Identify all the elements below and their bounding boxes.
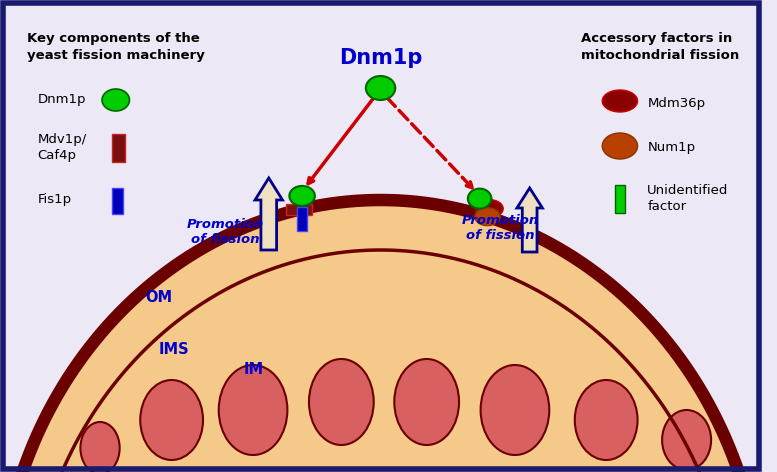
- Bar: [287, 204, 312, 215]
- Bar: [297, 207, 307, 231]
- Ellipse shape: [141, 380, 203, 460]
- Text: Dnm1p: Dnm1p: [339, 48, 422, 68]
- Text: Dnm1p: Dnm1p: [37, 93, 85, 107]
- Bar: [112, 134, 124, 162]
- Text: Fis1p: Fis1p: [37, 194, 71, 207]
- Ellipse shape: [481, 365, 549, 455]
- Bar: [112, 188, 123, 214]
- FancyArrow shape: [517, 188, 542, 252]
- Text: IM: IM: [243, 362, 263, 378]
- Ellipse shape: [102, 89, 130, 111]
- Ellipse shape: [309, 359, 374, 445]
- Text: Promotion
of fission: Promotion of fission: [462, 214, 539, 242]
- Text: OM: OM: [145, 290, 172, 305]
- Bar: [477, 197, 485, 219]
- Ellipse shape: [475, 208, 500, 226]
- Ellipse shape: [575, 380, 638, 460]
- Text: IMS: IMS: [159, 343, 190, 357]
- Ellipse shape: [602, 133, 638, 159]
- Ellipse shape: [476, 200, 503, 218]
- Ellipse shape: [219, 365, 287, 455]
- Text: Mdv1p/
Caf4p: Mdv1p/ Caf4p: [37, 134, 86, 162]
- Ellipse shape: [289, 186, 315, 206]
- Ellipse shape: [81, 422, 120, 472]
- Text: Num1p: Num1p: [647, 142, 695, 154]
- Text: Promotion
of fission: Promotion of fission: [187, 218, 264, 246]
- Text: Key components of the
yeast fission machinery: Key components of the yeast fission mach…: [27, 32, 205, 62]
- Ellipse shape: [602, 90, 638, 112]
- Text: Mdm36p: Mdm36p: [647, 96, 706, 110]
- FancyArrow shape: [255, 178, 283, 250]
- Ellipse shape: [394, 359, 459, 445]
- Bar: [615, 185, 625, 213]
- Ellipse shape: [468, 189, 491, 209]
- Text: Unidentified
factor: Unidentified factor: [647, 184, 729, 212]
- Ellipse shape: [366, 76, 395, 100]
- Ellipse shape: [662, 410, 711, 470]
- Text: Accessory factors in
mitochondrial fission: Accessory factors in mitochondrial fissi…: [580, 32, 739, 62]
